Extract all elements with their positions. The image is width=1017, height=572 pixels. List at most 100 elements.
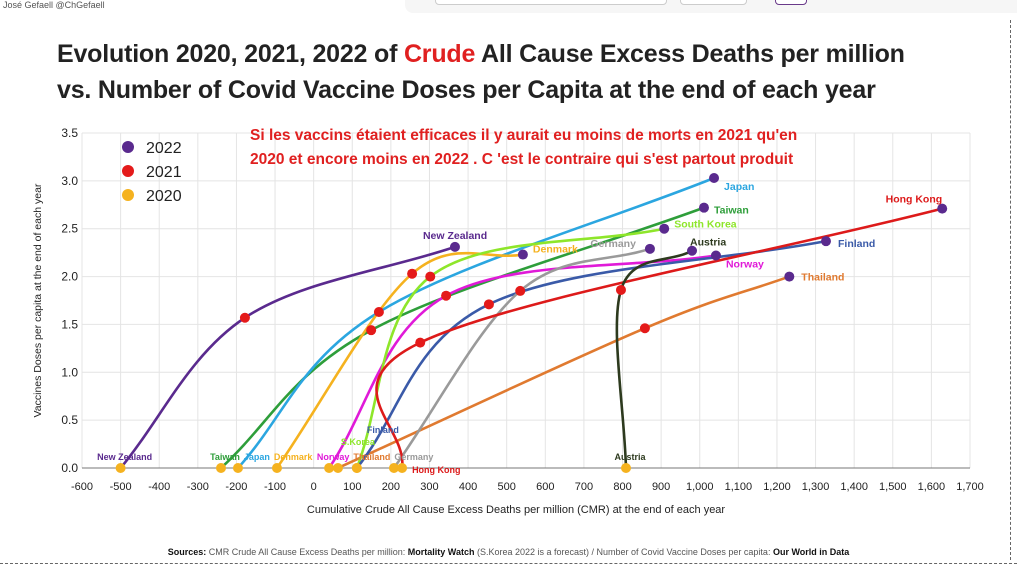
series-line-austria xyxy=(615,249,693,469)
x-tick-label: 1,300 xyxy=(802,481,830,493)
data-point-2020 xyxy=(332,463,343,473)
data-point-2021 xyxy=(407,268,418,279)
legend-marker xyxy=(122,141,134,153)
data-point-2021 xyxy=(425,271,436,282)
y-tick-label: 2.0 xyxy=(61,270,78,284)
toolbar-button[interactable] xyxy=(775,0,807,5)
toolbar-field[interactable] xyxy=(680,0,747,5)
x-tick-label: 100 xyxy=(343,481,361,493)
series-label-2020: Germany xyxy=(394,452,433,462)
data-point-2022 xyxy=(709,172,720,183)
series-label-2022: Japan xyxy=(724,181,754,193)
title-part: Evolution 2020, 2021, 2022 of xyxy=(57,40,404,68)
legend-label: 2021 xyxy=(146,164,182,181)
data-point-2021 xyxy=(639,323,650,334)
data-point-2020 xyxy=(397,463,408,473)
sources: Sources: CMR Crude All Cause Excess Deat… xyxy=(0,547,1017,557)
x-tick-label: 400 xyxy=(459,481,477,493)
y-tick-label: 0.0 xyxy=(61,461,78,475)
data-point-2021 xyxy=(441,290,452,301)
x-tick-label: 1,400 xyxy=(840,481,868,493)
x-tick-label: 900 xyxy=(652,481,670,493)
data-point-2020 xyxy=(215,463,226,473)
y-tick-label: 3.0 xyxy=(61,174,78,188)
legend-label: 2022 xyxy=(146,140,182,157)
note-line: 2020 et encore moins en 2022 . C 'est le… xyxy=(250,151,794,168)
series-line-taiwan xyxy=(220,206,705,469)
x-tick-label: -400 xyxy=(148,481,170,493)
title-line2: vs. Number of Covid Vaccine Doses per Ca… xyxy=(57,76,876,104)
data-point-2022 xyxy=(449,241,460,252)
data-point-2021 xyxy=(515,285,526,296)
data-point-2021 xyxy=(615,284,626,295)
data-point-2021 xyxy=(239,312,250,323)
data-point-2020 xyxy=(271,463,282,473)
legend-marker xyxy=(122,165,134,177)
y-tick-label: 3.5 xyxy=(61,126,78,140)
y-tick-label: 1.5 xyxy=(61,317,78,331)
series-label-2022: Germany xyxy=(590,238,636,250)
x-tick-label: -600 xyxy=(71,481,93,493)
series-line-denmark xyxy=(275,251,524,469)
title-highlight: Crude xyxy=(403,40,476,68)
series-label-2020: Austria xyxy=(614,452,646,462)
x-tick-label: 600 xyxy=(536,481,554,493)
series-line-germany xyxy=(392,247,651,469)
series-label-2020: Finland xyxy=(367,425,399,435)
note-line: Si les vaccins étaient efficaces il y au… xyxy=(250,127,798,144)
source-name: Mortality Watch xyxy=(407,547,475,557)
browser-toolbar xyxy=(405,0,1017,13)
legend-marker xyxy=(122,189,134,201)
source-name: Our World in Data xyxy=(772,547,850,557)
series-line-hong-kong xyxy=(375,207,943,469)
series-label-2022: Finland xyxy=(838,238,875,250)
y-axis-label: Vaccines Doses per capita at the end of … xyxy=(32,183,44,417)
data-point-2022 xyxy=(659,223,670,234)
data-point-2020 xyxy=(351,463,362,473)
annotation-note: Si les vaccins étaient efficaces il y au… xyxy=(250,124,797,172)
sources-text: CMR Crude All Cause Excess Deaths per mi… xyxy=(206,547,408,557)
data-point-2022 xyxy=(517,249,528,260)
series-label-2020: Hong Kong xyxy=(412,465,461,475)
data-point-2022 xyxy=(820,236,831,247)
x-tick-label: -200 xyxy=(225,481,247,493)
x-tick-label: -100 xyxy=(264,481,286,493)
divider xyxy=(0,563,1017,564)
toolbar-field[interactable] xyxy=(435,0,667,5)
x-axis-label: Cumulative Crude All Cause Excess Deaths… xyxy=(307,504,726,516)
data-point-2022 xyxy=(784,271,795,282)
author-credit: José Gefaell @ChGefaell xyxy=(3,0,105,10)
series-label-2022: Taiwan xyxy=(714,205,749,217)
x-tick-label: 300 xyxy=(420,481,438,493)
sources-text: (S.Korea 2022 is a forecast) / Number of… xyxy=(474,547,773,557)
x-tick-label: 200 xyxy=(382,481,400,493)
series-label-2020: Taiwan xyxy=(210,452,240,462)
series-label-2020: Denmark xyxy=(274,452,314,462)
x-tick-label: 700 xyxy=(575,481,593,493)
y-tick-label: 0.5 xyxy=(61,413,78,427)
data-point-2022 xyxy=(687,245,698,256)
x-tick-label: 500 xyxy=(498,481,516,493)
data-point-2021 xyxy=(373,306,384,317)
series-label-2020: Japan xyxy=(244,452,270,462)
x-tick-label: -300 xyxy=(187,481,209,493)
series-label-2022: Austria xyxy=(690,237,726,249)
x-tick-label: 800 xyxy=(613,481,631,493)
data-point-2022 xyxy=(698,202,709,213)
data-point-2021 xyxy=(366,325,377,336)
title-part: All Cause Excess Deaths per million xyxy=(475,40,905,68)
data-point-2022 xyxy=(937,203,948,214)
divider xyxy=(1010,20,1011,560)
data-point-2021 xyxy=(415,337,426,348)
series-label-2020: S.Korea xyxy=(341,437,376,447)
x-tick-label: -500 xyxy=(110,481,132,493)
data-point-2020 xyxy=(115,463,126,473)
chart-title: Evolution 2020, 2021, 2022 of Crude All … xyxy=(57,36,905,108)
series-line-thailand xyxy=(337,275,790,470)
x-tick-label: 1,700 xyxy=(956,481,984,493)
data-point-2022 xyxy=(710,250,721,261)
series-label-2020: Thailand xyxy=(353,452,390,462)
x-tick-label: 1,000 xyxy=(686,481,714,493)
data-point-2020 xyxy=(324,463,335,473)
